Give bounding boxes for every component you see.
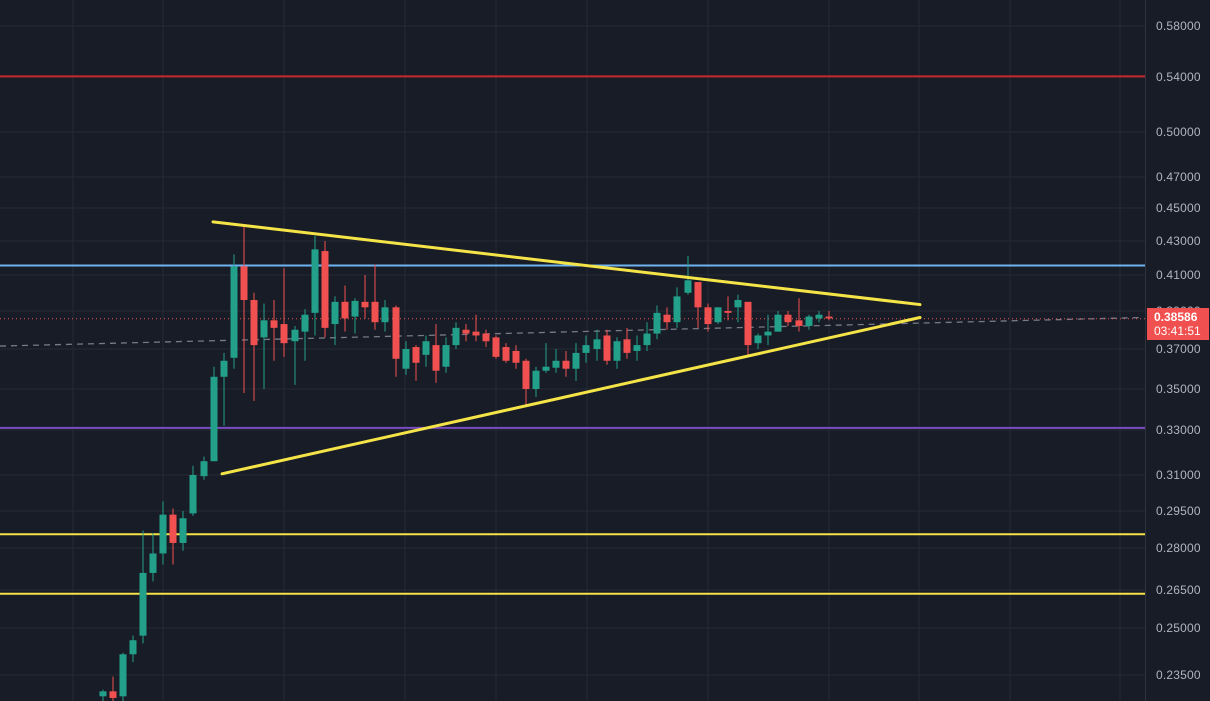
candle-body[interactable] bbox=[502, 347, 510, 361]
candle-body[interactable] bbox=[129, 640, 137, 655]
price-tick-label: 0.41000 bbox=[1156, 268, 1201, 282]
candle-body[interactable] bbox=[795, 320, 803, 326]
plot-area[interactable] bbox=[0, 0, 1145, 701]
price-tick-label: 0.33000 bbox=[1156, 423, 1201, 437]
candle-body[interactable] bbox=[512, 350, 520, 363]
candle-body[interactable] bbox=[482, 333, 490, 342]
candle-body[interactable] bbox=[422, 341, 430, 355]
price-tick-label: 0.31000 bbox=[1156, 468, 1201, 482]
candle-body[interactable] bbox=[744, 301, 752, 346]
candle-body[interactable] bbox=[291, 329, 299, 342]
candle-body[interactable] bbox=[220, 360, 228, 377]
candle-body[interactable] bbox=[643, 333, 651, 346]
candle-body[interactable] bbox=[200, 461, 208, 477]
price-tick-label: 0.47000 bbox=[1156, 170, 1201, 184]
candle-body[interactable] bbox=[392, 307, 400, 359]
candle-body[interactable] bbox=[402, 349, 410, 369]
candle-body[interactable] bbox=[825, 316, 833, 319]
current-price: 0.38586 bbox=[1154, 309, 1198, 324]
candle-body[interactable] bbox=[714, 307, 722, 323]
candle-body[interactable] bbox=[724, 311, 732, 313]
price-tick-label: 0.35000 bbox=[1156, 382, 1201, 396]
candle-body[interactable] bbox=[119, 654, 127, 697]
candle-body[interactable] bbox=[432, 345, 440, 371]
price-tick-label: 0.43000 bbox=[1156, 234, 1201, 248]
candle-body[interactable] bbox=[371, 301, 379, 323]
candle-body[interactable] bbox=[572, 352, 580, 369]
candle-body[interactable] bbox=[532, 370, 540, 389]
candle-body[interactable] bbox=[230, 266, 238, 358]
candle-body[interactable] bbox=[764, 331, 772, 336]
candle-body[interactable] bbox=[462, 329, 470, 334]
price-tick-label: 0.29500 bbox=[1156, 504, 1201, 518]
candle-body[interactable] bbox=[210, 376, 218, 462]
candle-body[interactable] bbox=[270, 320, 278, 328]
price-tick-label: 0.54000 bbox=[1156, 70, 1201, 84]
candle-body[interactable] bbox=[472, 331, 480, 336]
bar-countdown: 03:41:51 bbox=[1154, 323, 1201, 338]
candle-body[interactable] bbox=[653, 312, 661, 334]
candle-body[interactable] bbox=[260, 320, 268, 338]
candle-body[interactable] bbox=[381, 307, 389, 323]
candle-body[interactable] bbox=[321, 251, 329, 328]
price-tick-label: 0.45000 bbox=[1156, 201, 1201, 215]
price-tick-label: 0.37000 bbox=[1156, 342, 1201, 356]
price-tick-label: 0.25000 bbox=[1156, 621, 1201, 635]
candle-body[interactable] bbox=[754, 335, 762, 344]
candle-body[interactable] bbox=[280, 324, 288, 344]
candle-body[interactable] bbox=[139, 572, 147, 636]
candle-body[interactable] bbox=[704, 307, 712, 325]
candle-body[interactable] bbox=[593, 339, 601, 349]
price-tick-label: 0.58000 bbox=[1156, 19, 1201, 33]
price-tick-label: 0.23500 bbox=[1156, 668, 1201, 682]
price-axis[interactable]: 0.58000 0.54000 0.50000 0.47000 0.45000 0.430… bbox=[1145, 0, 1210, 701]
upper-triangle-line[interactable] bbox=[211, 220, 922, 307]
lower-triangle-line[interactable] bbox=[220, 316, 922, 476]
candle-body[interactable] bbox=[603, 335, 611, 361]
moving-average-line bbox=[0, 316, 1144, 347]
candle-body[interactable] bbox=[341, 301, 349, 319]
candle-body[interactable] bbox=[109, 691, 117, 698]
candle-body[interactable] bbox=[452, 327, 460, 346]
candle-body[interactable] bbox=[562, 360, 570, 369]
candle-body[interactable] bbox=[301, 314, 309, 332]
candle-body[interactable] bbox=[412, 347, 420, 363]
candle-body[interactable] bbox=[784, 314, 792, 323]
candle-body[interactable] bbox=[663, 314, 671, 323]
candle-body[interactable] bbox=[734, 300, 742, 308]
candle-body[interactable] bbox=[492, 337, 500, 357]
candle-body[interactable] bbox=[613, 341, 621, 361]
candle-body[interactable] bbox=[331, 301, 339, 325]
candle-body[interactable] bbox=[684, 280, 692, 293]
candle-body[interactable] bbox=[774, 314, 782, 332]
candle-body[interactable] bbox=[351, 300, 359, 317]
candle-body[interactable] bbox=[694, 282, 702, 308]
candle-body[interactable] bbox=[240, 266, 248, 301]
candle-body[interactable] bbox=[189, 475, 197, 514]
candle-body[interactable] bbox=[552, 360, 560, 368]
price-tick-label: 0.26500 bbox=[1156, 583, 1201, 597]
candle-body[interactable] bbox=[633, 345, 641, 351]
current-price-tag: 0.38586 03:41:51 bbox=[1147, 307, 1209, 340]
candle-body[interactable] bbox=[361, 301, 369, 308]
candle-body[interactable] bbox=[169, 514, 177, 543]
candle-body[interactable] bbox=[623, 339, 631, 353]
price-tick-label: 0.28000 bbox=[1156, 541, 1201, 555]
candle-body[interactable] bbox=[250, 300, 258, 346]
candle-body[interactable] bbox=[159, 514, 167, 554]
candle-body[interactable] bbox=[673, 296, 681, 323]
candle-body[interactable] bbox=[179, 518, 187, 543]
candle-body[interactable] bbox=[522, 360, 530, 389]
candle-body[interactable] bbox=[99, 691, 107, 697]
candle-body[interactable] bbox=[805, 316, 813, 326]
candle-body[interactable] bbox=[582, 345, 590, 353]
price-tick-label: 0.50000 bbox=[1156, 125, 1201, 139]
candle-body[interactable] bbox=[442, 345, 450, 367]
candle-body[interactable] bbox=[311, 249, 319, 313]
candle-body[interactable] bbox=[542, 366, 550, 371]
candle-body[interactable] bbox=[815, 314, 823, 319]
candle-body[interactable] bbox=[149, 553, 157, 573]
